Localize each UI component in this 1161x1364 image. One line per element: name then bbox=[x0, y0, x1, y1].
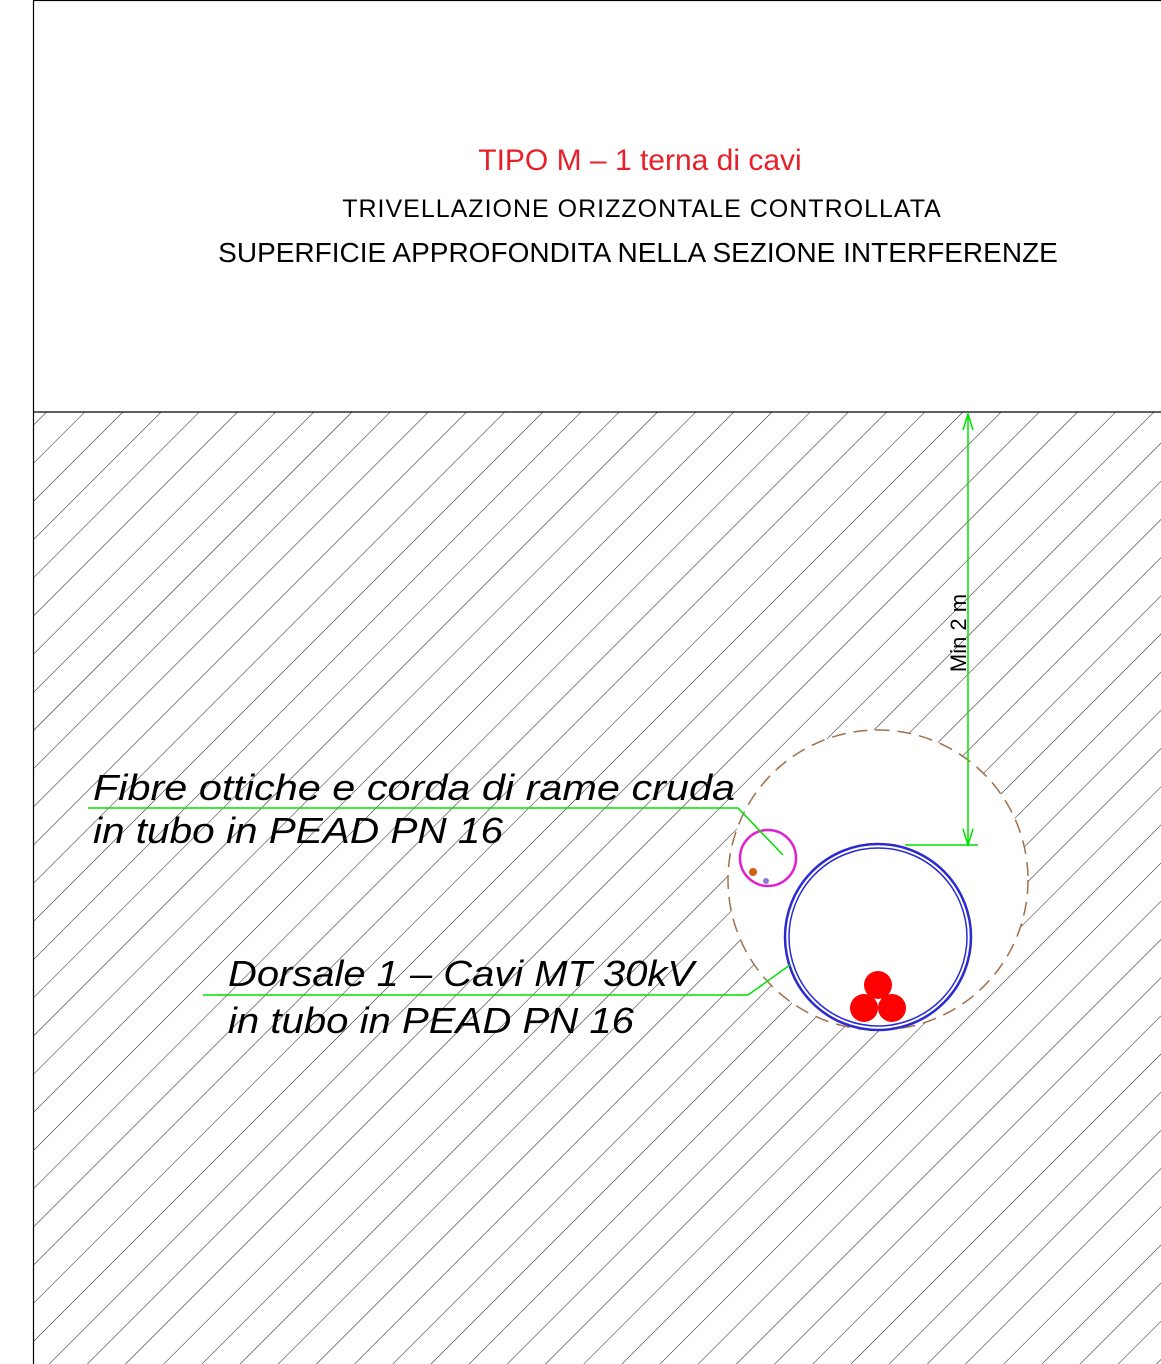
note: SUPERFICIE APPROFONDITA NELLA SEZIONE IN… bbox=[218, 237, 1058, 268]
main-pipe bbox=[783, 842, 973, 1032]
leader-main bbox=[203, 964, 791, 996]
main-pipe-inner bbox=[788, 847, 968, 1027]
cable bbox=[850, 994, 878, 1022]
subtitle: TRIVELLAZIONE ORIZZONTALE CONTROLLATA bbox=[342, 195, 942, 223]
dimension bbox=[905, 411, 978, 848]
dimension-label: Min 2 m bbox=[946, 594, 971, 672]
cable bbox=[878, 994, 906, 1022]
frame bbox=[32, 0, 1161, 1364]
cable bbox=[864, 971, 892, 999]
label-line: Dorsale 1 – Cavi MT 30kV bbox=[228, 953, 697, 994]
fiber bbox=[763, 878, 769, 884]
label-line: in tubo in PEAD PN 16 bbox=[228, 1000, 635, 1041]
label-line: Fibre ottiche e corda di rame cruda bbox=[93, 767, 735, 808]
copper-rope bbox=[749, 868, 757, 876]
title: TIPO M – 1 terna di cavi bbox=[478, 144, 801, 177]
label-line: in tubo in PEAD PN 16 bbox=[93, 810, 504, 851]
leader-fiber bbox=[88, 807, 784, 856]
